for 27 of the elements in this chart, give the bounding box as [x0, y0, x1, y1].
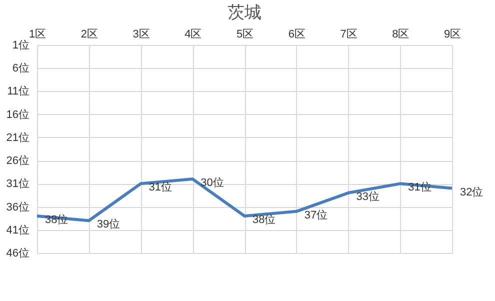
data-label: 33位	[356, 190, 380, 203]
x-tick-label: 9区	[444, 28, 462, 40]
x-tick-label: 3区	[132, 28, 150, 40]
data-label: 39位	[96, 218, 120, 231]
y-tick-label: 31位	[6, 178, 30, 190]
x-tick-label: 5区	[236, 28, 254, 40]
data-label: 30位	[200, 177, 224, 190]
y-tick-label: 1位	[12, 40, 30, 52]
data-label: 38位	[252, 214, 276, 226]
data-label: 37位	[304, 209, 328, 222]
y-tick-label: 36位	[6, 201, 30, 214]
x-tick-label: 6区	[288, 28, 306, 40]
y-tick-label: 21位	[6, 132, 30, 144]
data-label: 31位	[148, 182, 172, 194]
y-tick-label: 6位	[12, 62, 30, 75]
y-tick-label: 46位	[6, 248, 30, 260]
x-tick-label: 8区	[392, 28, 410, 40]
y-tick-label: 11位	[7, 86, 30, 98]
x-tick-label: 2区	[80, 28, 98, 40]
x-tick-label: 1区	[28, 28, 46, 40]
y-tick-label: 41位	[6, 224, 30, 236]
chart-title: 茨城	[228, 3, 262, 22]
x-tick-label: 4区	[184, 28, 202, 40]
x-tick-label: 7区	[340, 28, 358, 40]
y-tick-label: 26位	[6, 155, 30, 168]
y-tick-label: 16位	[6, 108, 30, 121]
data-label: 32位	[460, 186, 484, 198]
